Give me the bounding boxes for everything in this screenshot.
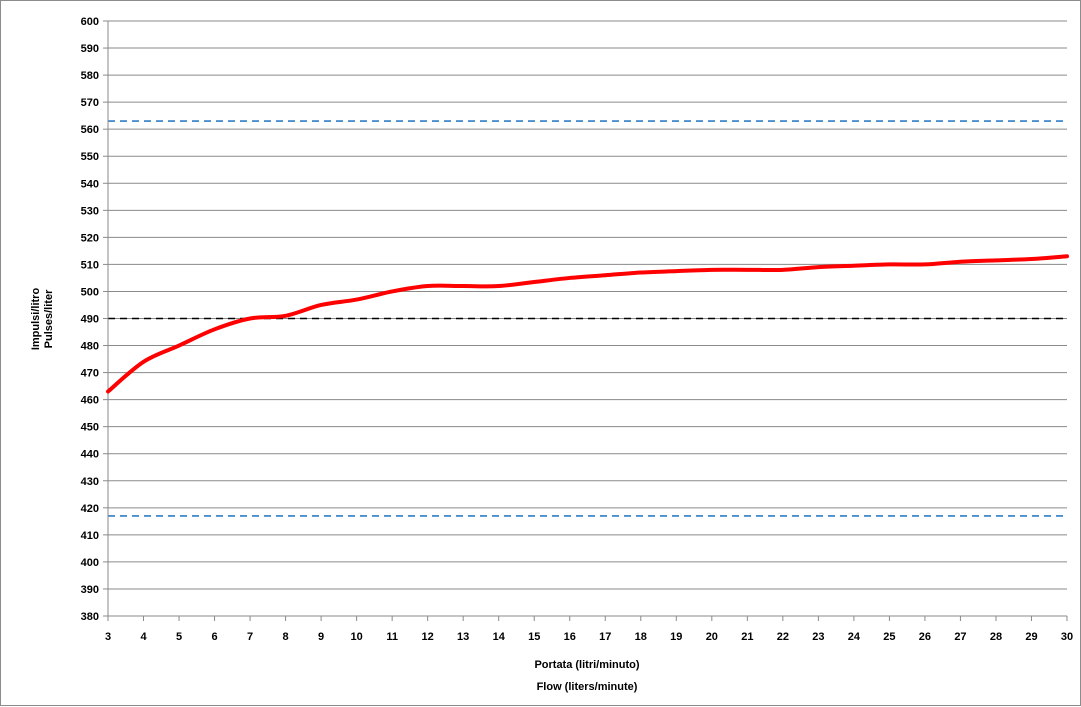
series-layer xyxy=(106,254,1069,394)
x-tick-label-21: 21 xyxy=(741,631,753,643)
x-tick-label-29: 29 xyxy=(1025,631,1037,643)
x-axis-title: Portata (litri/minuto) Flow (liters/minu… xyxy=(534,659,639,693)
y-tick-label-440: 440 xyxy=(81,449,99,461)
y-tick-label-400: 400 xyxy=(81,557,99,569)
y-tick-label-380: 380 xyxy=(81,611,99,623)
x-tick-label-7: 7 xyxy=(247,631,253,643)
y-tick-label-490: 490 xyxy=(81,314,99,326)
series-line-0 xyxy=(106,254,1069,394)
x-axis-title-line-1: Portata (litri/minuto) xyxy=(534,659,639,671)
x-tick-label-8: 8 xyxy=(283,631,289,643)
x-tick-label-27: 27 xyxy=(954,631,966,643)
y-tick-labels: 380 390 400 410 420 430 440 450 460 470 480 490 500 5… xyxy=(81,16,99,623)
x-tick-label-17: 17 xyxy=(599,631,611,643)
y-tick-label-580: 580 xyxy=(81,70,99,82)
y-tick-label-570: 570 xyxy=(81,97,99,109)
x-tick-label-30: 30 xyxy=(1061,631,1073,643)
y-tick-label-470: 470 xyxy=(81,368,99,380)
x-axis-title-line-2: Flow (liters/minute) xyxy=(537,681,638,693)
x-tick-label-28: 28 xyxy=(990,631,1002,643)
x-tick-label-9: 9 xyxy=(318,631,324,643)
y-tick-label-510: 510 xyxy=(81,259,99,271)
x-tick-label-12: 12 xyxy=(422,631,434,643)
y-tick-label-410: 410 xyxy=(81,530,99,542)
y-tick-label-500: 500 xyxy=(81,286,99,298)
x-tick-label-10: 10 xyxy=(351,631,363,643)
x-tick-label-16: 16 xyxy=(564,631,576,643)
y-tick-label-600: 600 xyxy=(81,16,99,28)
x-tick-label-3: 3 xyxy=(105,631,111,643)
y-tick-label-480: 480 xyxy=(81,341,99,353)
y-tick-label-430: 430 xyxy=(81,476,99,488)
x-tick-labels: 3 4 5 6 7 8 9 10 11 12 13 14 15 16 17 18 19 20 21 22 23 24 25 2… xyxy=(105,631,1073,643)
y-tick-label-420: 420 xyxy=(81,503,99,515)
x-tick-label-20: 20 xyxy=(706,631,718,643)
x-tick-label-22: 22 xyxy=(777,631,789,643)
y-tick-label-460: 460 xyxy=(81,395,99,407)
x-tick-label-15: 15 xyxy=(528,631,540,643)
y-axis-title-line-1: Impulsi/litro xyxy=(30,288,42,351)
x-tick-label-25: 25 xyxy=(883,631,895,643)
x-tick-label-19: 19 xyxy=(670,631,682,643)
y-tick-label-520: 520 xyxy=(81,232,99,244)
axes xyxy=(103,20,1068,621)
x-tick-label-14: 14 xyxy=(493,631,506,643)
x-tick-label-26: 26 xyxy=(919,631,931,643)
x-tick-label-4: 4 xyxy=(140,631,147,643)
y-tick-label-390: 390 xyxy=(81,584,99,596)
y-tick-label-560: 560 xyxy=(81,124,99,136)
y-axis-title: Impulsi/litro Pulses/liter xyxy=(30,288,55,351)
y-tick-label-590: 590 xyxy=(81,43,99,55)
y-tick-label-550: 550 xyxy=(81,151,99,163)
x-tick-label-18: 18 xyxy=(635,631,647,643)
y-tick-label-530: 530 xyxy=(81,205,99,217)
y-axis-title-line-2: Pulses/liter xyxy=(43,289,55,348)
x-tick-label-23: 23 xyxy=(812,631,824,643)
y-tick-label-540: 540 xyxy=(81,178,99,190)
x-tick-label-5: 5 xyxy=(176,631,182,643)
x-tick-label-13: 13 xyxy=(457,631,469,643)
x-tick-label-6: 6 xyxy=(211,631,217,643)
y-tick-label-450: 450 xyxy=(81,422,99,434)
x-tick-label-11: 11 xyxy=(386,631,398,643)
x-tick-label-24: 24 xyxy=(848,631,861,643)
